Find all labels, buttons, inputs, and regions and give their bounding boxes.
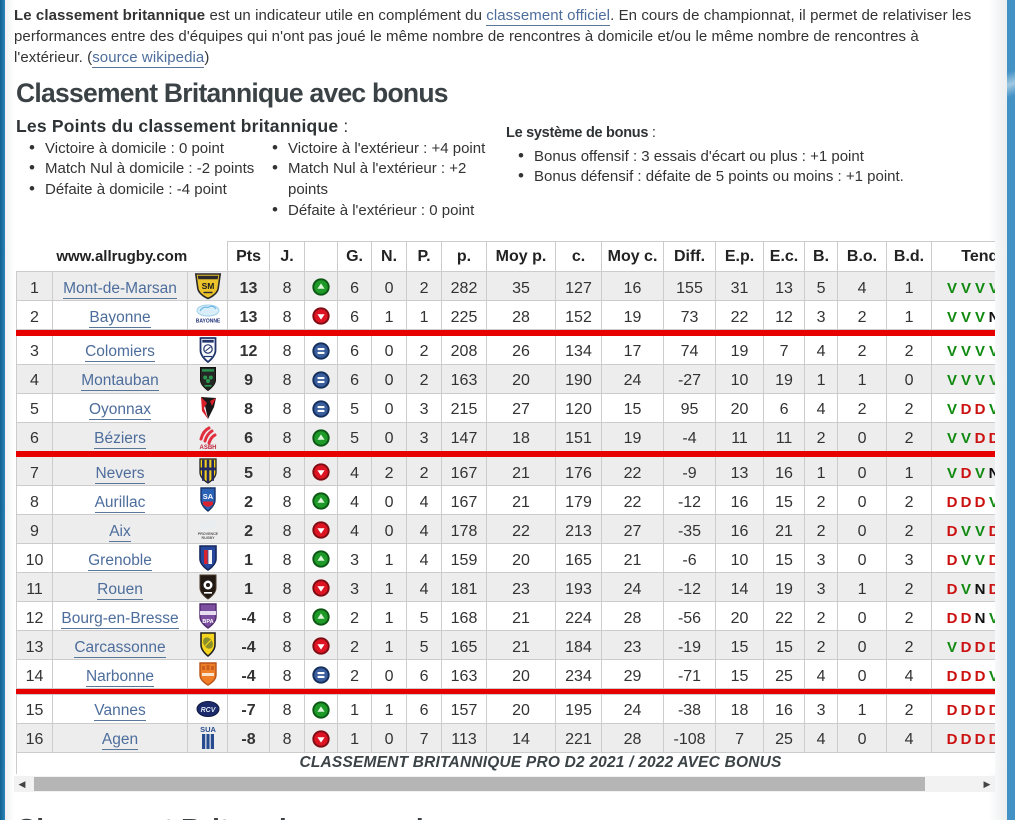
svg-text:SA: SA xyxy=(202,492,213,501)
svg-text:PROVENCE: PROVENCE xyxy=(197,532,218,536)
svg-text:SM: SM xyxy=(201,281,214,291)
svg-text:RUGBY: RUGBY xyxy=(201,536,215,540)
svg-text:BPA: BPA xyxy=(202,619,213,625)
svg-text:ASBH: ASBH xyxy=(199,445,216,451)
svg-text:BAYONNE: BAYONNE xyxy=(195,319,220,325)
svg-text:RCV: RCV xyxy=(200,707,216,714)
svg-text:SUA: SUA xyxy=(200,725,216,734)
